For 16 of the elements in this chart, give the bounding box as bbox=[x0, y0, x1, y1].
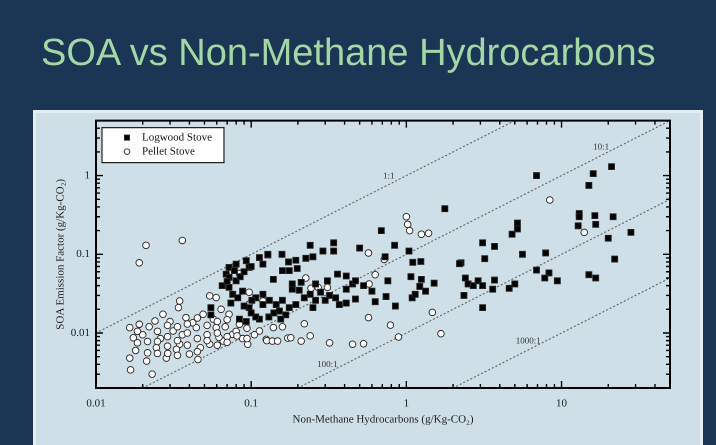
annotation: 1000:1 bbox=[516, 336, 541, 346]
legend-label: Pellet Stove bbox=[142, 145, 195, 158]
chart-title: SOA vs Non-Methane Hydrocarbons bbox=[41, 32, 656, 76]
legend-label: Logwood Stove bbox=[142, 131, 212, 144]
y-tick-label: 0.01 bbox=[70, 326, 90, 339]
x-tick-label: 10 bbox=[556, 397, 568, 410]
annotation: 1:1 bbox=[382, 170, 394, 180]
y-tick-label: 0.1 bbox=[76, 248, 90, 260]
x-tick-label: 0.01 bbox=[86, 397, 106, 410]
annotation: 10:1 bbox=[593, 141, 610, 152]
x-tick-label: 1 bbox=[404, 397, 410, 410]
y-tick-label: 1 bbox=[84, 169, 90, 182]
x-tick-label: 0.1 bbox=[244, 397, 258, 410]
annotation: 100:1 bbox=[317, 358, 338, 369]
x-axis-title: Non-Methane Hydrocarbons (g/Kg-CO₂) bbox=[292, 413, 474, 426]
y-axis-title: SOA Emission Factor (g/Kg-CO₂) bbox=[54, 178, 66, 330]
